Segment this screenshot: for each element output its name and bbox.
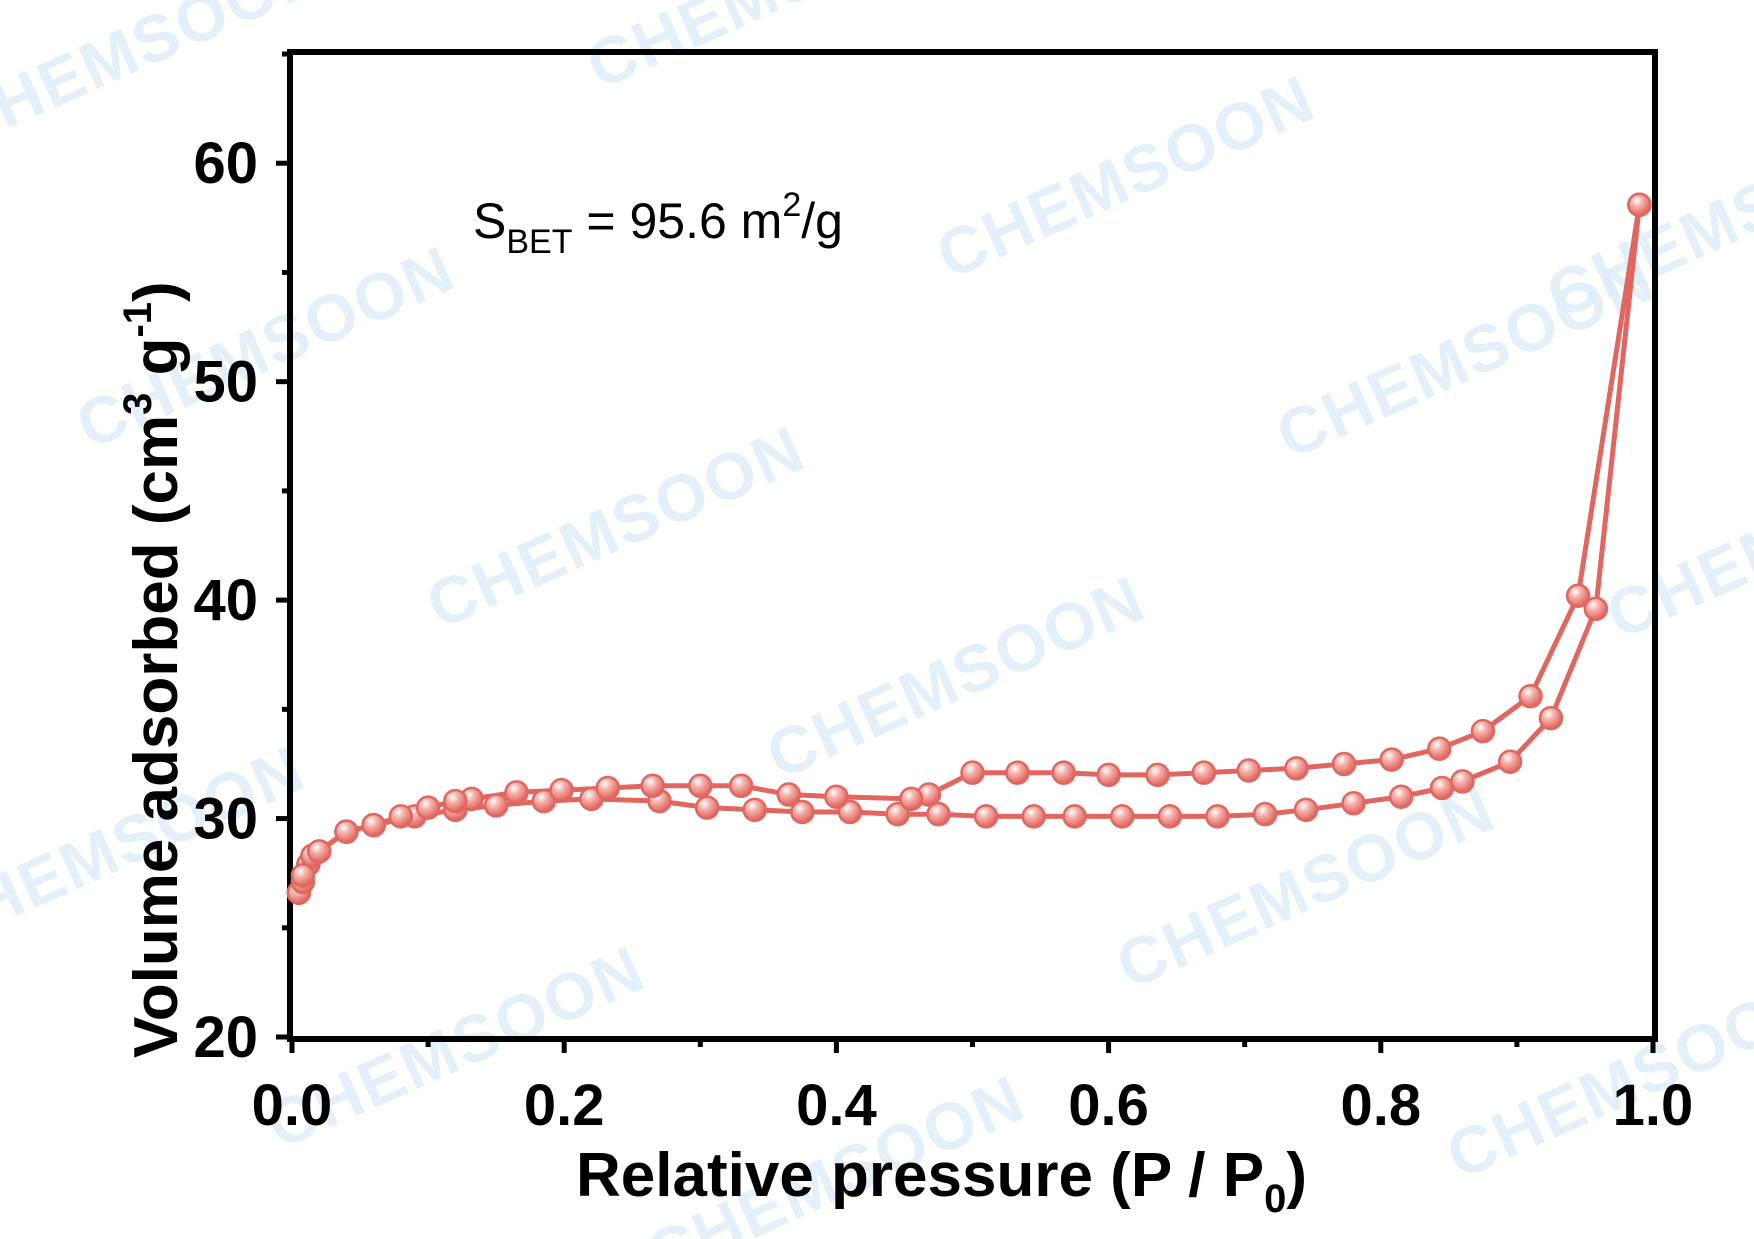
desorption-point [1236, 758, 1262, 783]
x-tick-label: 0.2 [524, 1073, 605, 1138]
adsorption-point [742, 797, 767, 823]
desorption-point [1331, 751, 1357, 777]
desorption-point [504, 780, 529, 805]
desorption-point [1518, 683, 1543, 709]
desorption-point [1565, 583, 1591, 608]
y-axis-title-sup2: -1 [116, 302, 160, 338]
y-axis-title: Volume adsorbed (cm3 g-1) [116, 281, 191, 1058]
y-tick-label: 20 [193, 1005, 258, 1070]
adsorption-point [1252, 801, 1278, 827]
desorption-point [960, 760, 985, 785]
adsorption-point [790, 799, 815, 825]
adsorption-point [1205, 804, 1230, 829]
y-axis-title-sup1: 3 [116, 393, 160, 415]
adsorption-point [1293, 797, 1319, 823]
desorption-point [728, 773, 754, 799]
sbet-unit: /g [801, 193, 843, 249]
watermark-text: CHEMSOON [1436, 961, 1754, 1193]
adsorption-point [926, 801, 951, 827]
desorption-point [595, 775, 621, 801]
adsorption-point [1109, 804, 1135, 829]
y-tick-label: 40 [193, 568, 258, 633]
adsorption-point [531, 788, 557, 814]
watermark-text: CHEMSOON [756, 561, 1156, 793]
sbet-symbol: S [473, 193, 506, 249]
desorption-point [899, 786, 924, 812]
axis-ticks [276, 51, 1656, 1053]
series-layer [286, 192, 1652, 906]
x-axis-title: Relative pressure (P / P0) [576, 1141, 1307, 1221]
desorption-point [688, 773, 713, 799]
desorption-point [1379, 747, 1404, 772]
watermark-text: CHEMSOON [0, 0, 335, 163]
desorption-point [1096, 762, 1121, 788]
adsorption-point [1429, 775, 1455, 801]
sbet-superscript: 2 [782, 186, 801, 224]
x-tick-label: 0.4 [796, 1073, 877, 1138]
watermark-text: CHEMSOON [926, 61, 1326, 293]
adsorption-point [1538, 705, 1564, 731]
desorption-point [1627, 192, 1652, 217]
tick-labels: 0.0 0.2 0.4 0.6 0.8 1.0 20 30 40 50 60 [193, 131, 1693, 1138]
desorption-point [1145, 762, 1170, 788]
y-axis-title-main: Volume adsorbed (cm [122, 415, 191, 1058]
x-axis-title-main: Relative pressure (P / P [576, 1141, 1264, 1210]
desorption-point [361, 812, 386, 838]
x-axis-title-sub: 0 [1264, 1177, 1286, 1221]
desorption-point [640, 773, 665, 799]
desorption-point [443, 788, 468, 814]
adsorption-point [483, 793, 509, 818]
adsorption-point [1157, 804, 1183, 829]
adsorption-point [1062, 804, 1087, 829]
y-axis-title-close: ) [122, 281, 191, 302]
desorption-point [334, 819, 359, 844]
desorption-point [1005, 760, 1030, 785]
desorption-point [306, 839, 332, 864]
y-axis-title-mid: g [122, 338, 191, 393]
adsorption-point [1583, 596, 1609, 622]
adsorption-point [1341, 791, 1366, 816]
adsorption-point [1450, 769, 1475, 794]
desorption-point [824, 784, 849, 809]
x-tick-label: 1.0 [1613, 1073, 1694, 1138]
adsorption-point [1497, 749, 1523, 775]
watermark-text: CHEMSOON [1596, 421, 1754, 653]
sbet-value: = 95.6 m [572, 193, 782, 249]
desorption-point [1191, 760, 1217, 785]
desorption-point [388, 804, 414, 829]
desorption-point [415, 795, 441, 820]
sbet-subscript: BET [506, 223, 572, 261]
x-tick-label: 0.8 [1340, 1073, 1421, 1138]
y-tick-label: 30 [193, 787, 258, 852]
desorption-point [1470, 718, 1496, 744]
adsorption-point [1388, 784, 1414, 809]
adsorption-point [694, 795, 720, 820]
adsorption-point [885, 801, 910, 827]
desorption-point [1284, 756, 1309, 781]
y-tick-label: 60 [193, 131, 258, 196]
desorption-point [776, 782, 802, 807]
adsorption-point [973, 804, 999, 829]
sbet-annotation: SBET = 95.6 m2/g [473, 186, 843, 261]
watermark-text: CHEMSOON [416, 411, 816, 643]
adsorption-point [1021, 804, 1046, 829]
desorption-point [1427, 736, 1452, 761]
x-tick-label: 0.6 [1068, 1073, 1149, 1138]
y-tick-label: 50 [193, 350, 258, 415]
desorption-point [1051, 760, 1076, 785]
desorption-point [290, 863, 316, 888]
x-axis-title-close: ) [1286, 1141, 1307, 1210]
desorption-point [549, 777, 574, 803]
x-tick-label: 0.0 [252, 1073, 333, 1138]
adsorption-point [837, 799, 863, 825]
